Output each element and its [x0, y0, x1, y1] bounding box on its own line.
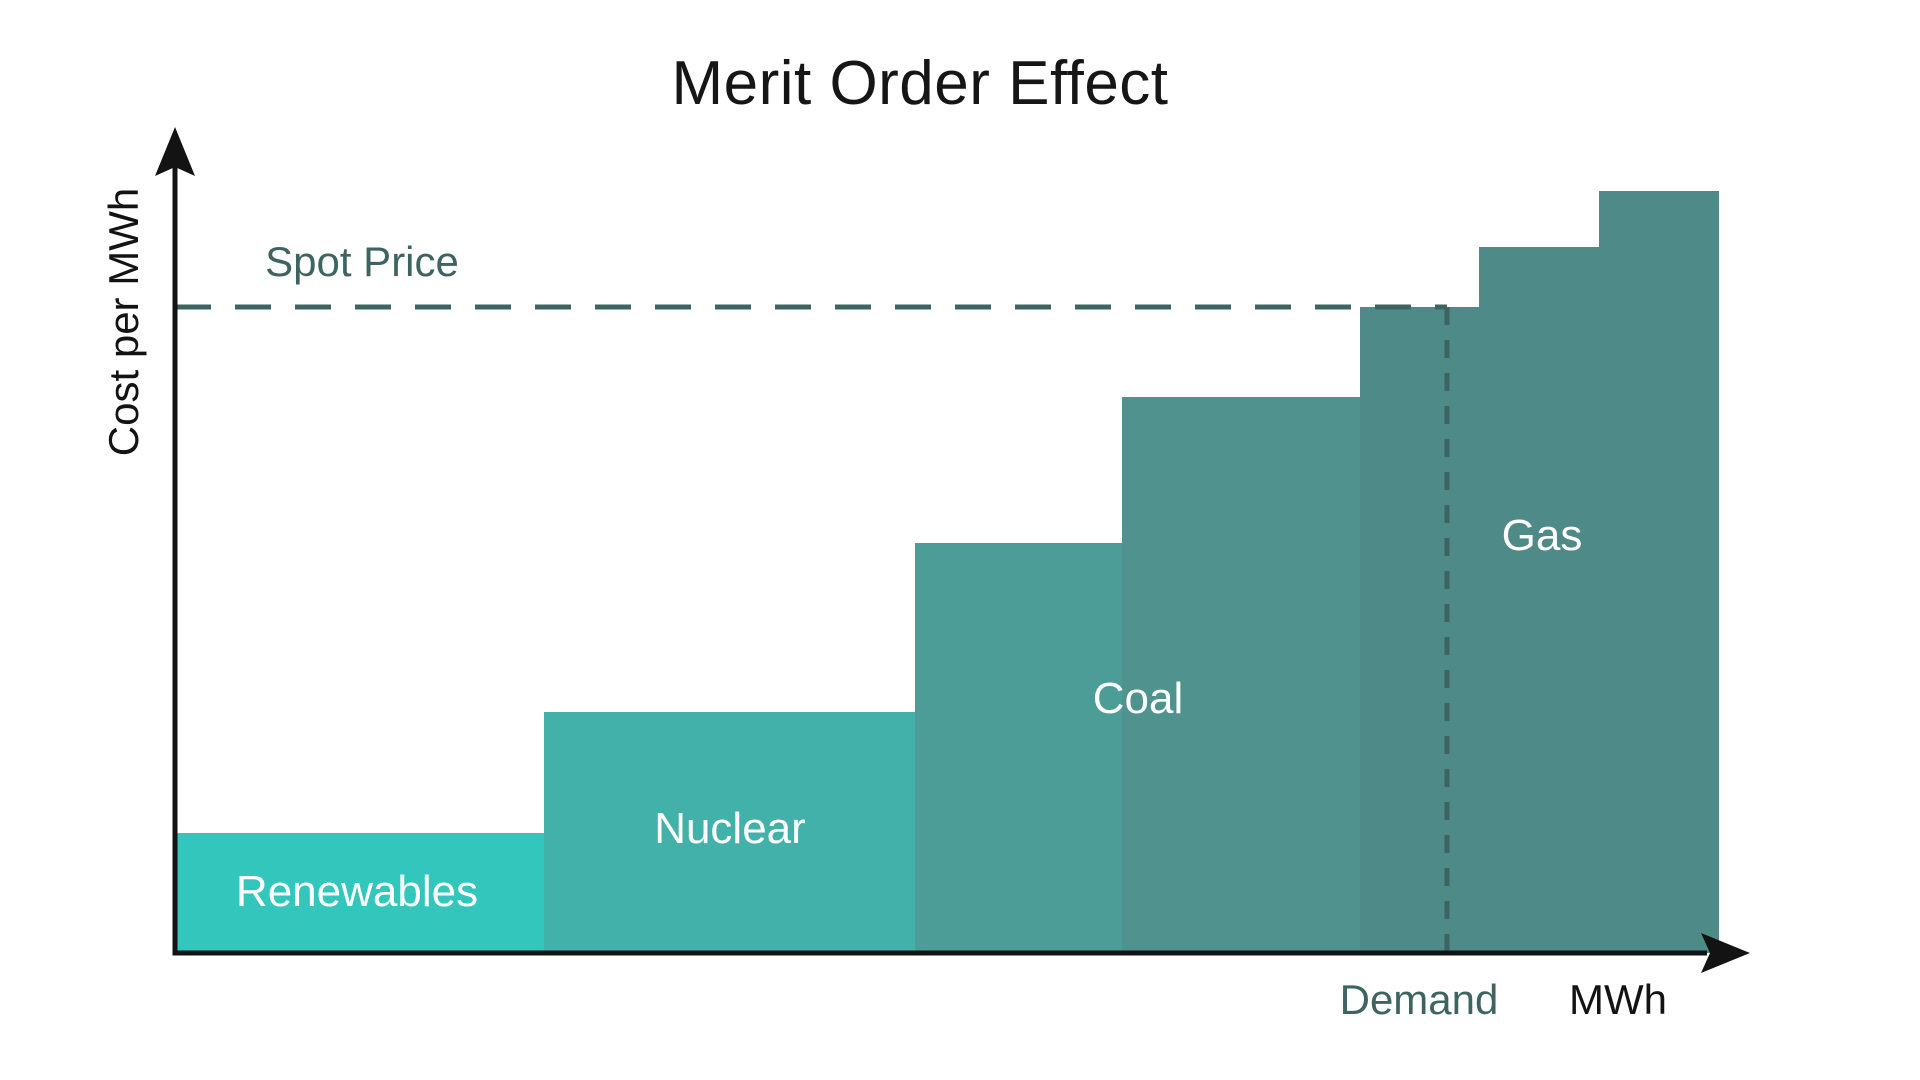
x-axis-arrowhead-icon	[1701, 933, 1750, 973]
bar-coal-step-1	[915, 543, 1122, 953]
bar-label-renewables: Renewables	[236, 867, 478, 916]
bar-renewables	[175, 833, 544, 953]
bar-label-nuclear: Nuclear	[654, 804, 806, 853]
bar-nuclear	[544, 712, 915, 953]
bar-coal-step-2	[1122, 397, 1360, 953]
demand-label: Demand	[1340, 976, 1499, 1023]
bar-gas-step-1	[1360, 307, 1479, 953]
bar-label-coal: Coal	[1093, 674, 1184, 723]
y-axis-label: Cost per MWh	[100, 188, 147, 456]
spot-price-label: Spot Price	[265, 238, 459, 285]
x-axis-label: MWh	[1569, 976, 1667, 1023]
bar-labels-group: Renewables Nuclear Coal Gas	[236, 511, 1582, 916]
chart-title: Merit Order Effect	[671, 49, 1168, 118]
bar-label-gas: Gas	[1502, 511, 1583, 560]
y-axis-arrowhead-icon	[155, 127, 195, 176]
bar-gas-step-2	[1479, 247, 1599, 953]
bars-group	[175, 191, 1719, 953]
bar-gas-step-3	[1599, 191, 1719, 953]
